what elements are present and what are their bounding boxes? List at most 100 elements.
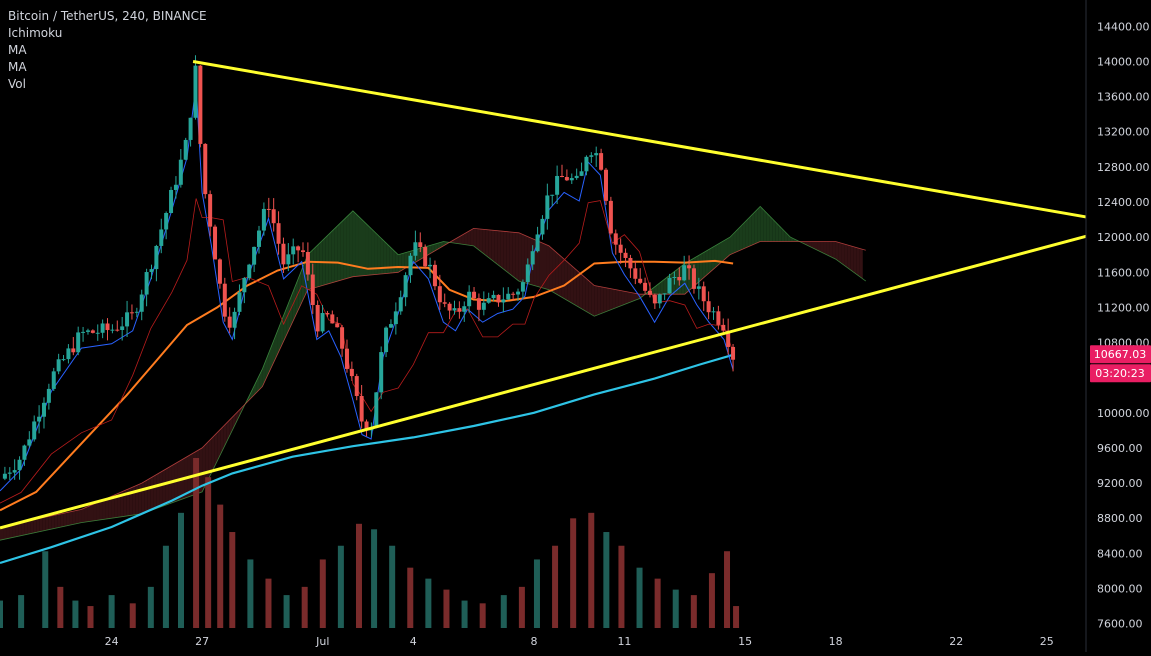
candles [2, 55, 736, 481]
candle-body [344, 348, 349, 369]
cloud-segment [832, 241, 836, 260]
symbol-title[interactable]: Bitcoin / TetherUS, 240, BINANCE [8, 9, 207, 23]
cloud-segment [340, 219, 344, 281]
candle-body [662, 293, 667, 295]
cloud-segment [21, 521, 25, 536]
candle-body [51, 371, 56, 389]
candle-body [193, 65, 198, 118]
candle-body [711, 311, 716, 313]
cloud-segment [754, 209, 758, 245]
cloud-segment [114, 493, 118, 518]
trendline-lower[interactable] [0, 234, 1087, 530]
candle-body [85, 330, 90, 332]
candle-body [198, 65, 203, 144]
candle-body [66, 348, 71, 360]
cloud-segment [515, 232, 519, 282]
cloud-segment [190, 453, 194, 497]
candle-body [217, 259, 222, 284]
cloud-segment [349, 210, 353, 278]
candle-body [657, 294, 662, 304]
candle-body [603, 169, 608, 201]
cloud-segment [549, 245, 553, 292]
cloud-segment [27, 520, 31, 535]
cloud-segment [760, 206, 764, 242]
candle-body [335, 323, 340, 328]
cloud-segment [582, 274, 586, 311]
cloud-segment [199, 447, 203, 493]
candle-body [672, 277, 677, 279]
candle-body [305, 252, 310, 275]
cloud-segment [660, 279, 664, 295]
cloud-segment [461, 233, 465, 245]
trendlines[interactable] [0, 60, 1087, 530]
cloud-segment [702, 251, 706, 279]
candle-body [716, 311, 721, 325]
candle-body [447, 303, 452, 311]
time-tick-label: 27 [195, 635, 209, 648]
cloud-segment [9, 524, 13, 539]
cloud-segment [473, 228, 477, 249]
volume-bar [724, 551, 731, 628]
indicator-ma-fast[interactable]: MA [8, 43, 27, 57]
candle-body [56, 359, 61, 372]
candle-body [569, 178, 574, 181]
indicator-ma-slow[interactable]: MA [8, 60, 27, 74]
volume-bar [479, 603, 486, 628]
cloud-segment [624, 291, 628, 305]
volume-bar [229, 532, 236, 628]
cloud-segment [543, 243, 547, 289]
cloud-segment [805, 241, 809, 246]
cloud-segment [24, 521, 28, 535]
time-axis[interactable]: 24 27 Jul 4 8 11 15 18 22 25 [105, 635, 1054, 648]
cloud-segment [108, 496, 112, 519]
indicator-ichimoku[interactable]: Ichimoku [8, 26, 63, 40]
time-tick-label: 18 [829, 635, 843, 648]
candle-body [100, 323, 105, 333]
cloud-segment [289, 292, 293, 329]
volume-bar [265, 578, 272, 628]
cloud-segment [84, 506, 88, 523]
trendline-upper[interactable] [192, 60, 1087, 219]
cloud-segment [223, 423, 227, 449]
indicator-volume[interactable]: Vol [8, 77, 26, 91]
candle-body [7, 472, 12, 474]
cloud-segment [319, 240, 323, 287]
cloud-segment [162, 469, 166, 507]
cloud-segment [358, 216, 362, 277]
price-tick-label: 11600.00 [1097, 266, 1150, 279]
cloud-segment [57, 513, 61, 528]
candle-body [628, 257, 633, 269]
cloud-segment [168, 465, 172, 504]
candle-body [525, 264, 530, 283]
candle-body [496, 294, 501, 303]
cloud-segment [33, 519, 37, 534]
candle-body [203, 143, 208, 195]
candle-body [71, 348, 76, 353]
candle-body [310, 274, 315, 305]
moving-averages [0, 84, 734, 565]
candle-body [589, 155, 594, 157]
cloud-segment [518, 232, 522, 282]
candle-body [623, 252, 628, 258]
volume-bar [461, 600, 468, 628]
cloud-segment [226, 420, 230, 443]
kijun-sen-line [0, 198, 734, 504]
cloud-segment [54, 514, 58, 529]
cloud-segment [383, 240, 387, 274]
cloud-segment [826, 241, 830, 257]
price-tick-label: 12000.00 [1097, 231, 1150, 244]
candle-body [511, 293, 516, 295]
candle-body [81, 331, 86, 333]
time-tick-label: 4 [410, 635, 417, 648]
cloud-segment [292, 285, 296, 323]
cloud-segment [546, 244, 550, 290]
volume-bar [178, 512, 184, 628]
candle-body [467, 291, 472, 307]
cloud-segment [48, 515, 52, 530]
volume-bar [247, 559, 254, 628]
cloud-segment [283, 307, 287, 342]
time-tick-label: 24 [105, 635, 119, 648]
candle-body [266, 208, 271, 210]
